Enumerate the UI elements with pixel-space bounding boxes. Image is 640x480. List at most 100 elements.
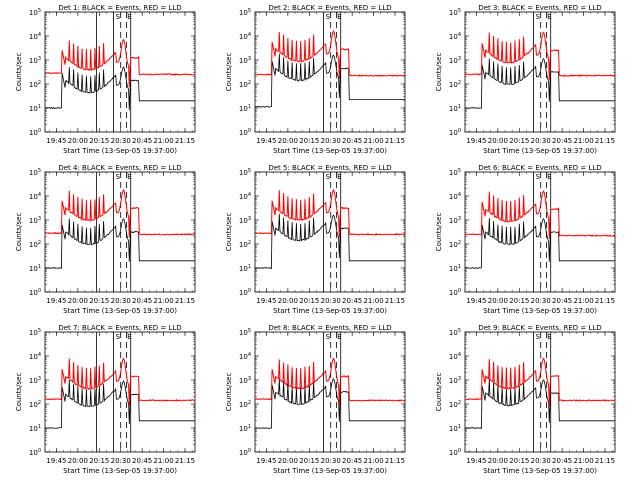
y-tick-exponent: 1 — [458, 104, 461, 110]
y-tick-exponent: 0 — [38, 288, 41, 294]
y-tick-exponent: 1 — [248, 424, 251, 430]
y-tick-label: 102 — [29, 400, 41, 409]
y-tick-exponent: 5 — [248, 8, 251, 14]
marker-e: E — [127, 333, 131, 341]
x-tick-label: 21:00 — [573, 457, 593, 465]
x-tick-label: 21:15 — [175, 137, 195, 145]
y-tick-label: 102 — [29, 240, 41, 249]
x-axis-label: Start Time (13-Sep-05 19:37:00) — [483, 147, 597, 155]
plot-frame — [254, 171, 406, 293]
y-tick-label: 100 — [239, 288, 251, 297]
y-tick-exponent: 4 — [248, 352, 251, 358]
series-lld-line — [44, 38, 196, 88]
plot-frame — [464, 331, 616, 453]
y-axis-label: Counts/sec — [435, 53, 443, 92]
panel-title: Det 2: BLACK = Events, RED = LLD — [268, 4, 391, 12]
y-tick-label: 100 — [449, 448, 461, 457]
x-tick-label: 21:15 — [385, 137, 405, 145]
y-tick-label: 101 — [239, 264, 251, 273]
x-tick-label: 21:00 — [153, 137, 173, 145]
marker-s: S — [326, 173, 331, 181]
x-tick-label: 20:30 — [111, 297, 131, 305]
panel-title: Det 1: BLACK = Events, RED = LLD — [58, 4, 181, 12]
y-tick-label: 105 — [449, 8, 461, 17]
y-tick-exponent: 2 — [248, 240, 251, 246]
x-tick-label: 19:45 — [466, 137, 486, 145]
y-tick-label: 100 — [449, 288, 461, 297]
y-tick-label: 101 — [29, 264, 41, 273]
x-tick-label: 20:15 — [299, 457, 319, 465]
y-axis-label: Counts/sec — [225, 213, 233, 252]
y-tick-exponent: 1 — [38, 424, 41, 430]
series-events-line — [464, 58, 615, 110]
series-lld-line — [254, 357, 406, 406]
panel-title: Det 8: BLACK = Events, RED = LLD — [268, 324, 391, 332]
y-tick-label: 102 — [29, 80, 41, 89]
x-tick-label: 19:45 — [466, 457, 486, 465]
y-tick-label: 103 — [29, 376, 41, 385]
x-tick-label: 21:15 — [595, 297, 615, 305]
plot-frame — [464, 171, 616, 293]
x-tick-label: 20:45 — [342, 137, 362, 145]
panel-title: Det 5: BLACK = Events, RED = LLD — [268, 164, 391, 172]
marker-s: S — [116, 333, 121, 341]
series-lld-line — [44, 188, 195, 238]
y-tick-label: 104 — [449, 32, 461, 41]
x-tick-label: 21:00 — [573, 297, 593, 305]
plot-frame — [464, 11, 616, 133]
y-axis-label: Counts/sec — [225, 373, 233, 412]
x-tick-label: 19:45 — [466, 297, 486, 305]
y-tick-exponent: 0 — [248, 128, 251, 134]
panel-title: Det 9: BLACK = Events, RED = LLD — [478, 324, 601, 332]
y-tick-label: 102 — [449, 400, 461, 409]
x-tick-label: 20:00 — [278, 457, 298, 465]
x-tick-label: 20:00 — [488, 297, 508, 305]
panel-title: Det 7: BLACK = Events, RED = LLD — [58, 324, 181, 332]
x-tick-label: 20:15 — [509, 137, 529, 145]
x-tick-label: 21:15 — [385, 297, 405, 305]
y-axis-label: Counts/sec — [15, 373, 23, 412]
x-tick-label: 20:00 — [68, 457, 88, 465]
y-tick-label: 100 — [239, 128, 251, 137]
series-events-line — [44, 379, 195, 429]
x-tick-label: 20:45 — [132, 457, 152, 465]
y-tick-label: 100 — [29, 288, 41, 297]
y-tick-label: 103 — [29, 56, 41, 65]
y-tick-exponent: 4 — [458, 32, 461, 38]
marker-e: E — [547, 333, 551, 341]
x-tick-label: 19:45 — [256, 457, 276, 465]
x-tick-label: 21:15 — [595, 457, 615, 465]
marker-s: S — [326, 333, 331, 341]
marker-e: E — [547, 13, 551, 21]
x-tick-label: 20:45 — [552, 137, 572, 145]
panel-title: Det 4: BLACK = Events, RED = LLD — [58, 164, 181, 172]
x-tick-label: 20:30 — [111, 457, 131, 465]
y-tick-label: 101 — [449, 424, 461, 433]
x-tick-label: 20:00 — [68, 137, 88, 145]
y-tick-label: 105 — [449, 168, 461, 177]
x-tick-label: 20:15 — [299, 137, 319, 145]
plot-frame — [44, 11, 196, 133]
x-axis-label: Start Time (13-Sep-05 19:37:00) — [483, 467, 597, 475]
y-tick-exponent: 0 — [38, 128, 41, 134]
y-tick-exponent: 0 — [248, 448, 251, 454]
marker-e: E — [337, 333, 341, 341]
y-tick-exponent: 3 — [458, 216, 461, 222]
y-tick-exponent: 5 — [38, 8, 41, 14]
x-axis-label: Start Time (13-Sep-05 19:37:00) — [63, 147, 177, 155]
y-tick-label: 100 — [29, 448, 41, 457]
y-tick-exponent: 2 — [38, 400, 41, 406]
y-tick-label: 101 — [239, 104, 251, 113]
x-tick-label: 20:45 — [552, 297, 572, 305]
plot-frame — [254, 331, 406, 453]
y-tick-exponent: 4 — [248, 32, 251, 38]
y-tick-exponent: 3 — [38, 216, 41, 222]
x-tick-label: 19:45 — [256, 137, 276, 145]
y-tick-label: 102 — [239, 400, 251, 409]
marker-e: E — [127, 173, 131, 181]
series-events-line — [44, 66, 195, 111]
